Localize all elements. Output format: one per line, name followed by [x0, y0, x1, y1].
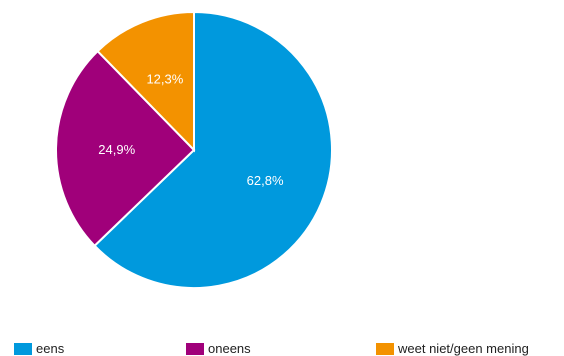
legend-label-weet-niet: weet niet/geen mening — [398, 341, 529, 356]
legend-item-oneens: oneens — [186, 340, 251, 356]
pie-slice-eens — [93, 10, 333, 289]
legend-swatch-eens — [14, 343, 32, 355]
legend-swatch-weet-niet — [376, 343, 394, 355]
slice-label-oneens: 24,9% — [98, 142, 135, 157]
legend-item-weet-niet: weet niet/geen mening — [376, 340, 529, 356]
legend-swatch-oneens — [186, 343, 204, 355]
pie-slice-weet-niet — [96, 10, 195, 153]
slice-label-weet-niet: 12,3% — [146, 71, 183, 86]
pie-slice-oneens — [55, 49, 196, 248]
legend-label-eens: eens — [36, 341, 65, 356]
slice-label-eens: 62,8% — [247, 173, 284, 188]
pie-chart: 62,8% 24,9% 12,3% — [55, 10, 333, 289]
legend: eens oneens weet niet/geen mening — [0, 340, 564, 356]
legend-item-eens: eens — [14, 340, 64, 356]
legend-label-oneens: oneens — [208, 341, 251, 356]
